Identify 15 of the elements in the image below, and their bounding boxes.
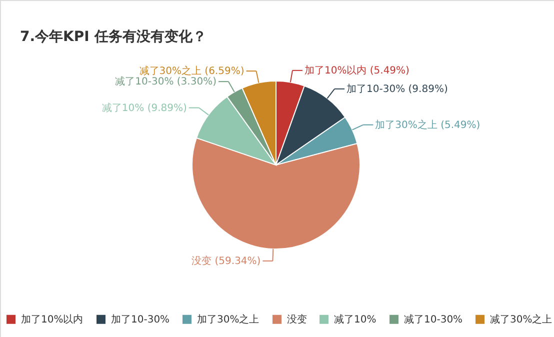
chart-title: 7.今年KPI 任务有没有变化？ xyxy=(20,28,206,45)
legend-label: 减了10% xyxy=(334,313,376,326)
legend-label: 减了30%之上 xyxy=(490,313,552,326)
data-label: 加了10%以内 (5.49%) xyxy=(304,64,410,76)
data-label: 加了10-30% (9.89%) xyxy=(346,82,448,95)
legend-label: 减了10-30% xyxy=(404,313,463,326)
legend-label: 加了10%以内 xyxy=(21,313,84,326)
legend-label: 加了30%之上 xyxy=(197,313,260,326)
legend-label: 加了10-30% xyxy=(111,313,170,326)
legend-label: 没变 xyxy=(287,313,307,326)
data-label: 没变 (59.34%) xyxy=(192,254,261,267)
data-label: 减了10-30% (3.30%) xyxy=(115,76,217,88)
data-label: 加了30%之上 (5.49%) xyxy=(375,118,480,131)
data-label: 减了30%之上 (6.59%) xyxy=(139,65,244,78)
data-label: 减了10% (9.89%) xyxy=(102,102,188,114)
